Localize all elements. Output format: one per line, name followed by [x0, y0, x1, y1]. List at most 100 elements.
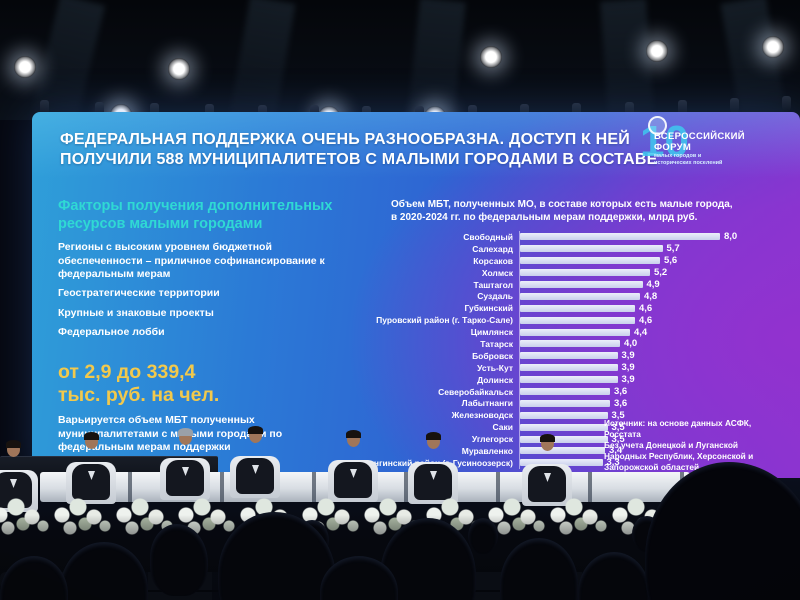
- chart-row: Бобровск 3,9: [345, 349, 795, 362]
- bar-value: 3,9: [621, 374, 635, 386]
- chart-row: Губкинский 4,6: [345, 302, 795, 315]
- bar-value: 4,8: [644, 290, 658, 302]
- source-line: Без учета Донецкой и Луганской: [604, 440, 738, 451]
- bar-label: Пуровский район (г. Тарко-Сале): [376, 315, 513, 326]
- light-fixture: [782, 96, 791, 111]
- source-line: Росстата: [604, 429, 641, 440]
- bar-value: 4,6: [639, 314, 653, 326]
- bar: [520, 411, 608, 419]
- chart-row: Долинск 3,9: [345, 373, 795, 386]
- bar-cell: [519, 314, 635, 327]
- chart-row: Корсаков 5,6: [345, 254, 795, 267]
- bar-value: 3,5: [611, 409, 625, 421]
- bar-label: Татарск: [480, 338, 513, 349]
- bar: [520, 352, 618, 360]
- panelist-silhouette: [226, 426, 284, 498]
- chart-row: Салехард 5,7: [345, 242, 795, 255]
- bar-value: 3,5: [611, 421, 625, 433]
- bar-value: 3,4: [609, 445, 623, 457]
- highlight-line2: тыс. руб. на чел.: [58, 383, 220, 406]
- bar-cell: [519, 290, 640, 303]
- bar-cell: [519, 409, 608, 422]
- light-fixture: [678, 100, 687, 115]
- factor-item: Федеральное лобби: [58, 326, 165, 339]
- bar: [520, 304, 635, 312]
- chart-row: Северобайкальск 3,6: [345, 385, 795, 398]
- spotlight: [480, 46, 502, 68]
- light-fixture: [730, 98, 739, 113]
- bar-value: 5,6: [664, 255, 678, 267]
- spotlight: [14, 56, 36, 78]
- bar-label: Северобайкальск: [438, 386, 513, 397]
- source-line: Народных Республик, Херсонской и: [604, 451, 754, 462]
- bar: [520, 269, 650, 277]
- bar-cell: [519, 231, 720, 243]
- bar-label: Холмск: [481, 267, 513, 278]
- spotlight: [762, 36, 784, 58]
- bar-label: Таштагол: [473, 279, 514, 290]
- bar-cell: [519, 278, 643, 291]
- forum-logo-sub1: малых городов и: [654, 153, 702, 159]
- chart-row: Железноводск 3,5: [345, 409, 795, 422]
- bar-label: Салехард: [472, 243, 513, 254]
- bar-cell: [519, 302, 635, 315]
- chart-row: Холмск 5,2: [345, 266, 795, 279]
- chart-row: Усть-Кут 3,9: [345, 361, 795, 374]
- factors-panel: Факторы получения дополнительных ресурсо…: [58, 198, 368, 455]
- factor-item: Крупные и знаковые проекты: [58, 306, 214, 319]
- bar-label: Железноводск: [451, 410, 513, 421]
- source-line: Источник: на основе данных АСФК,: [604, 418, 752, 428]
- factor-item: Геостратегические территории: [58, 287, 220, 300]
- bar-value: 5,7: [666, 243, 680, 255]
- bar: [520, 257, 660, 265]
- chart-title-line2: в 2020-2024 гг. по федеральным мерам под…: [391, 212, 698, 223]
- bar: [520, 399, 610, 407]
- bar-label: Бобровск: [472, 350, 513, 361]
- light-fixture: [150, 103, 159, 118]
- chart-title: Объем МБТ, полученных МО, в составе кото…: [391, 198, 795, 224]
- forum-emblem-icon: [648, 116, 667, 135]
- bar: [520, 340, 620, 348]
- bar: [520, 328, 630, 336]
- bar: [520, 388, 610, 396]
- bar-label: Губкинский: [464, 303, 513, 314]
- bar: [520, 281, 643, 288]
- bar-label: Свободный: [463, 231, 513, 242]
- bar-value: 4,9: [646, 279, 660, 290]
- bar-value: 4,6: [639, 302, 653, 314]
- bar-value: 3,6: [614, 397, 628, 409]
- bar-label: Углегорск: [471, 434, 513, 445]
- chart-row: Пуровский район (г. Тарко-Сале) 4,6: [345, 314, 795, 327]
- bar-label: Суздаль: [477, 291, 513, 302]
- chart-row: Цимлянск 4,4: [345, 326, 795, 339]
- per-capita-highlight: от 2,9 до 339,4 тыс. руб. на чел.: [58, 361, 368, 406]
- bar-cell: [519, 373, 618, 386]
- bar-cell: [519, 456, 603, 469]
- forum-logo-line1: ВСЕРОССИЙСКИЙ: [654, 131, 745, 142]
- factors-list: Регионы с высоким уровнем бюджетной обес…: [58, 241, 368, 339]
- bar: [520, 245, 663, 253]
- bar-label: Лабытнанги: [461, 398, 513, 409]
- bar-cell: [519, 385, 610, 398]
- chart-row: Лабытнанги 3,6: [345, 397, 795, 410]
- bar-value: 8,0: [724, 231, 738, 243]
- bar-value: 5,2: [654, 267, 668, 279]
- chart-row: Саки 3,5: [345, 421, 795, 434]
- bar-label: Цимлянск: [470, 327, 513, 338]
- factor-item: Регионы с высоким уровнем бюджетной обес…: [58, 241, 325, 281]
- bar: [520, 447, 605, 455]
- chart-row: Татарск 4,0: [345, 338, 795, 350]
- bar-cell: [519, 361, 618, 374]
- bar: [520, 233, 720, 241]
- light-fixture: [205, 104, 214, 119]
- bar-cell: [519, 397, 610, 410]
- chart-row: Суздаль 4,8: [345, 290, 795, 303]
- chart-row: Углегорск 3,5: [345, 433, 795, 446]
- bar-label: Усть-Кут: [477, 362, 513, 373]
- light-fixture: [625, 102, 634, 117]
- source-line: Запорожской областей: [604, 462, 700, 473]
- bar-label: Муравленко: [461, 445, 513, 456]
- bar: [520, 459, 603, 467]
- bar-value: 3,9: [621, 362, 635, 374]
